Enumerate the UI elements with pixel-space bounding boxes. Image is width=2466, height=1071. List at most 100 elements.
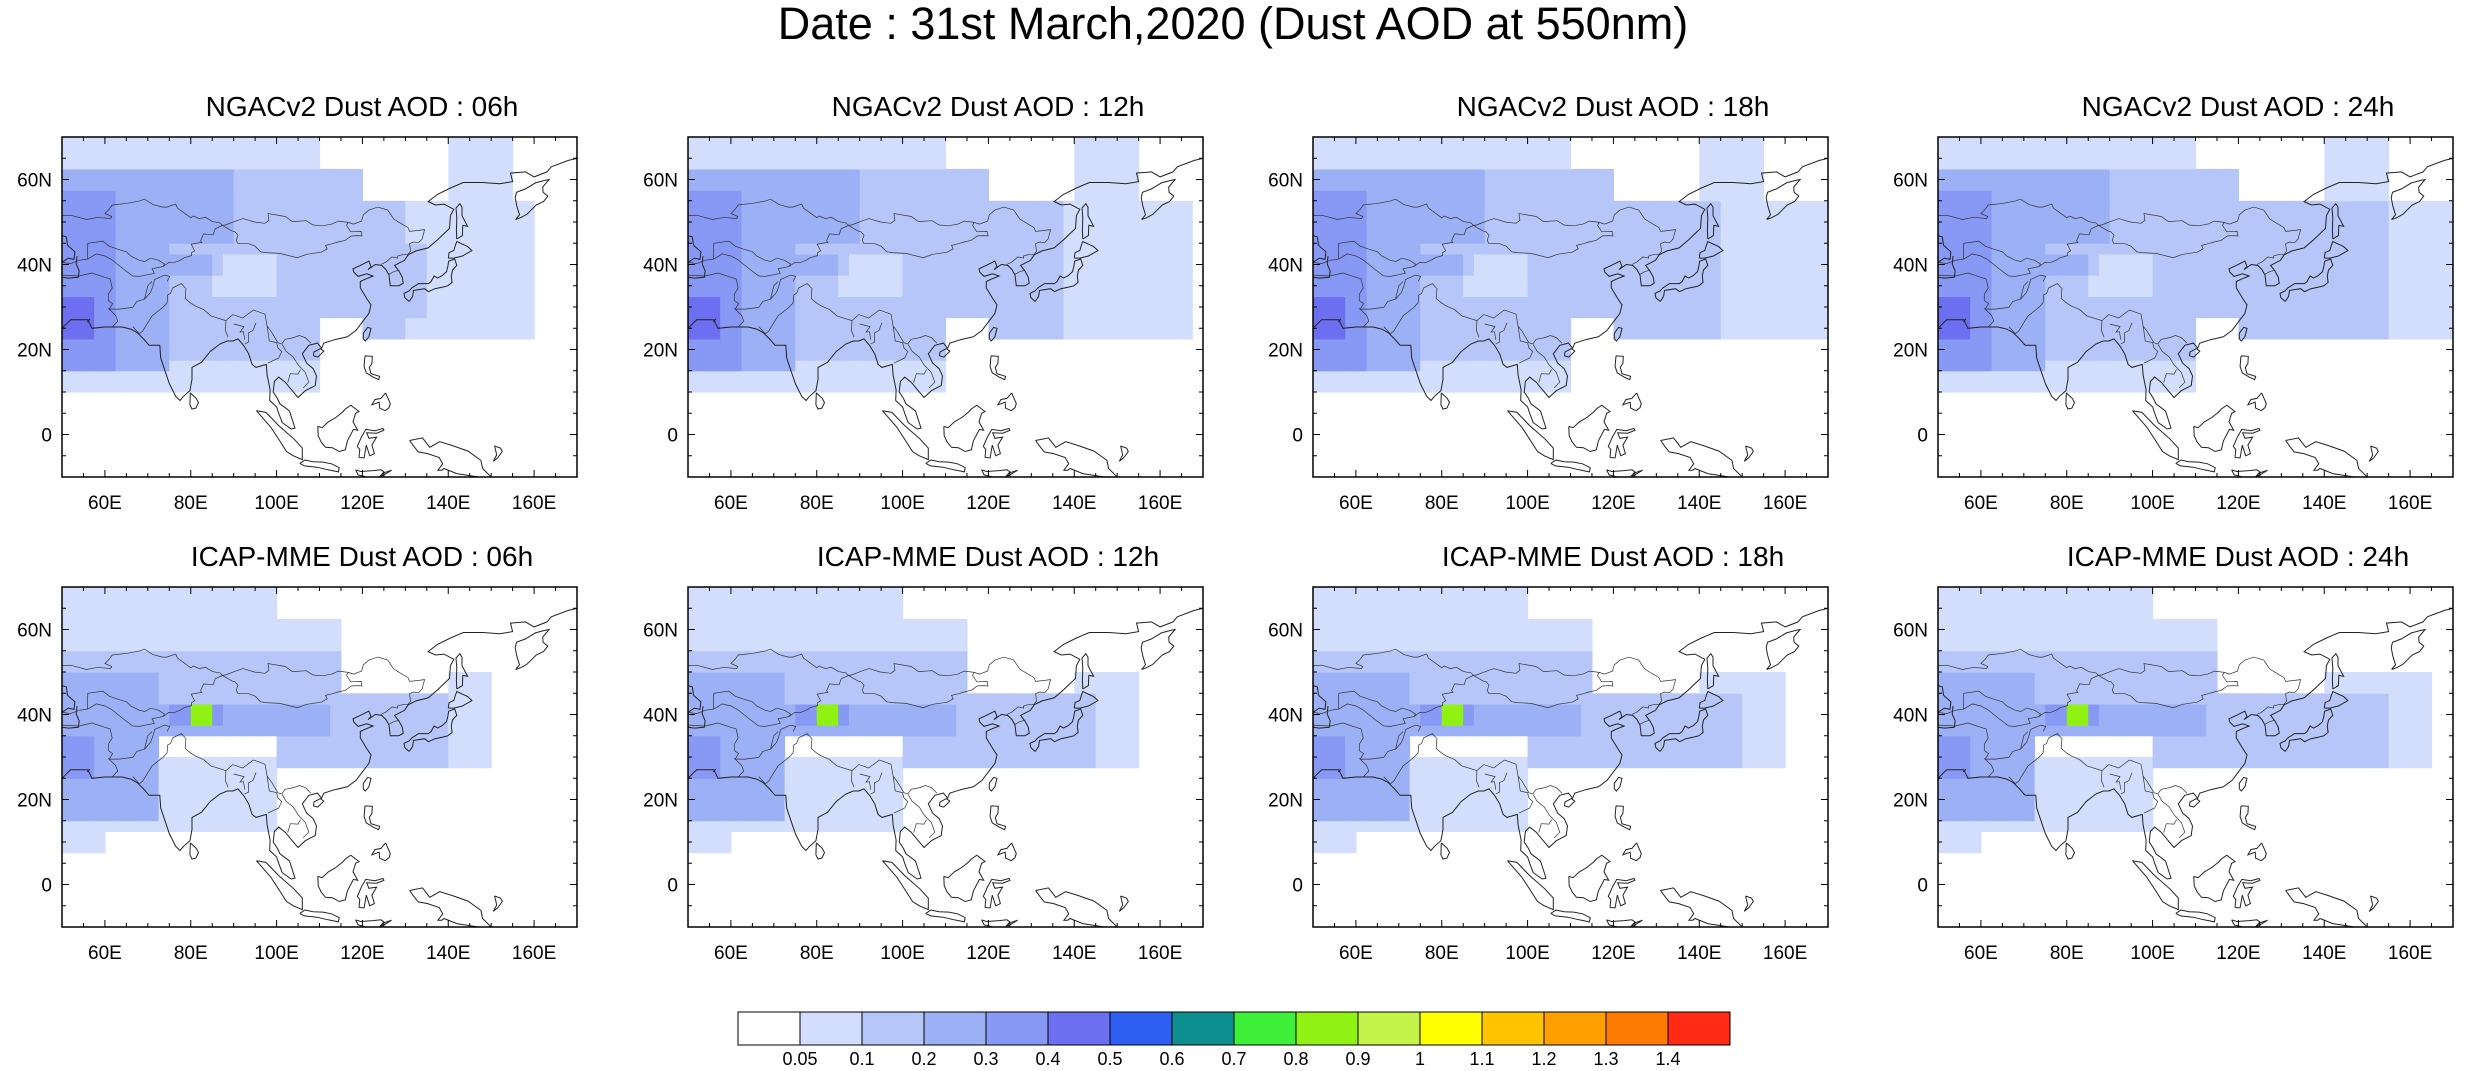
aod-cell xyxy=(1720,285,1732,297)
aod-cell xyxy=(190,629,203,641)
aod-cell xyxy=(1774,222,1786,234)
aod-cell xyxy=(83,629,95,641)
aod-cell xyxy=(1970,370,1982,382)
aod-cell xyxy=(1313,360,1325,372)
aod-cell xyxy=(1452,264,1464,276)
aod-cell xyxy=(709,338,721,351)
aod-cell xyxy=(709,757,721,769)
aod-cell xyxy=(784,587,796,599)
aod-cell xyxy=(1181,253,1193,266)
aod-cell xyxy=(2377,222,2390,234)
aod-cell xyxy=(891,703,904,716)
aod-cell xyxy=(265,200,278,212)
aod-cell xyxy=(1117,296,1129,308)
aod-cell xyxy=(1527,243,1539,255)
aod-cell xyxy=(265,349,278,361)
aod-cell xyxy=(126,618,138,631)
aod-cell xyxy=(158,757,170,769)
aod-cell xyxy=(1752,179,1765,191)
aod-cell xyxy=(934,296,947,308)
aod-cell xyxy=(62,650,74,662)
aod-cell xyxy=(977,253,989,266)
aod-cell xyxy=(1527,275,1539,287)
aod-cell xyxy=(1731,296,1743,308)
aod-cell xyxy=(1452,317,1464,329)
aod-cell xyxy=(1938,264,1950,276)
aod-cell xyxy=(1095,317,1107,329)
aod-cell xyxy=(115,179,127,191)
aod-cell xyxy=(763,672,775,684)
aod-cell xyxy=(222,147,235,159)
aod-cell xyxy=(827,317,839,329)
aod-cell xyxy=(1970,243,1982,255)
aod-cell xyxy=(720,799,732,811)
aod-cell xyxy=(720,820,732,832)
aod-cell xyxy=(2431,232,2443,244)
x-tick-label: 160E xyxy=(1763,493,1807,514)
aod-cell xyxy=(2431,328,2443,340)
aod-cell xyxy=(190,650,203,662)
aod-cell xyxy=(94,307,106,319)
aod-cell xyxy=(1052,243,1065,255)
aod-cell xyxy=(773,158,786,170)
aod-cell xyxy=(1074,746,1086,758)
aod-cell xyxy=(1345,328,1357,340)
aod-cell xyxy=(201,778,213,790)
aod-cell xyxy=(2367,317,2379,329)
aod-cell xyxy=(859,211,871,223)
aod-cell xyxy=(1323,338,1335,351)
aod-cell xyxy=(1817,296,1828,308)
aod-cell xyxy=(126,147,138,159)
aod-cell xyxy=(806,253,818,266)
aod-cell xyxy=(137,222,149,234)
aod-cell xyxy=(244,137,256,149)
aod-cell xyxy=(255,264,267,276)
aod-cell xyxy=(967,275,979,287)
aod-cell xyxy=(308,168,321,181)
aod-cell xyxy=(1042,735,1054,747)
aod-cell xyxy=(934,275,947,287)
aod-cell xyxy=(806,810,818,822)
aod-cell xyxy=(2356,296,2368,308)
aod-cell xyxy=(480,703,492,716)
aod-cell xyxy=(1313,381,1325,393)
aod-cell xyxy=(2356,200,2368,212)
aod-cell xyxy=(688,179,700,191)
aod-cell xyxy=(1506,264,1518,276)
aod-cell xyxy=(1031,232,1043,244)
aod-cell xyxy=(1170,296,1183,308)
aod-cell xyxy=(859,307,871,319)
aod-cell xyxy=(763,349,775,361)
aod-cell xyxy=(394,307,406,319)
aod-cell xyxy=(730,629,743,641)
aod-cell xyxy=(2163,243,2175,255)
aod-cell xyxy=(62,253,74,266)
aod-cell xyxy=(1063,703,1075,716)
aod-cell xyxy=(255,693,267,705)
aod-cell xyxy=(1355,285,1368,297)
aod-cell xyxy=(169,349,181,361)
aod-cell xyxy=(491,200,503,212)
aod-cell xyxy=(902,381,914,393)
aod-cell xyxy=(265,370,278,382)
aod-cell xyxy=(115,757,127,769)
aod-cell xyxy=(115,703,127,716)
aod-cell xyxy=(1160,222,1172,234)
aod-cell xyxy=(2174,211,2186,223)
aod-cell xyxy=(838,661,850,673)
aod-cell xyxy=(1463,168,1475,181)
aod-cell xyxy=(2377,158,2390,170)
aod-cell xyxy=(222,349,235,361)
aod-cell xyxy=(1970,307,1982,319)
aod-cell xyxy=(827,285,839,297)
aod-cell xyxy=(437,703,449,716)
aod-cell xyxy=(870,211,882,223)
aod-cell xyxy=(1645,275,1657,287)
aod-cell xyxy=(720,714,732,726)
aod-cell xyxy=(1752,264,1765,276)
aod-cell xyxy=(913,232,925,244)
aod-cell xyxy=(308,714,321,726)
aod-cell xyxy=(795,243,807,255)
aod-cell xyxy=(83,682,95,694)
aod-cell xyxy=(158,714,170,726)
